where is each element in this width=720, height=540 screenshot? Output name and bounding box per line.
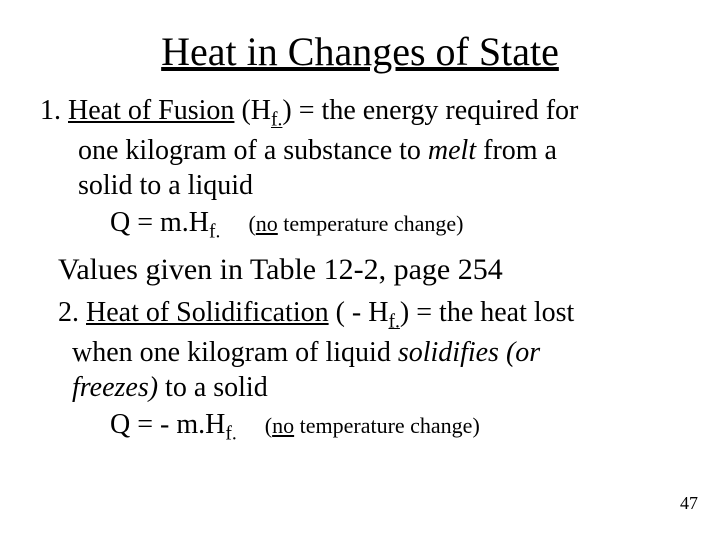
item-2-ital2: freezes)	[72, 372, 158, 403]
item-2-number: 2.	[58, 297, 86, 328]
slide-title: Heat in Changes of State	[40, 28, 680, 75]
item-1-line-2: one kilogram of a substance to melt from…	[78, 133, 680, 168]
eq1-subscript: f.	[209, 222, 220, 243]
item-1-def-c: from a	[476, 135, 557, 166]
item-1-melt: melt	[428, 135, 476, 166]
values-line: Values given in Table 12-2, page 254	[58, 251, 680, 289]
item-1-def-a: = the energy required for	[299, 95, 579, 126]
item-2-def-b: when one kilogram of liquid	[72, 337, 398, 368]
item-2-ital: solidifies (or	[398, 337, 540, 368]
slide: Heat in Changes of State 1. Heat of Fusi…	[0, 0, 720, 540]
item-1-paren-open: (H	[234, 95, 271, 126]
item-1-line-3: solid to a liquid	[78, 168, 680, 203]
eq1-note-open: (	[248, 211, 255, 236]
item-2-term: Heat of Solidification	[86, 297, 329, 328]
eq2-note-open: (	[265, 413, 272, 438]
item-2-subscript: f.	[388, 311, 399, 332]
equation-1: Q = m.Hf. (no temperature change)	[110, 205, 680, 245]
item-2-line-1: 2. Heat of Solidification ( - Hf.) = the…	[58, 295, 680, 335]
slide-body: 1. Heat of Fusion (Hf.) = the energy req…	[40, 93, 680, 447]
eq2-gap	[237, 409, 265, 440]
page-number: 47	[680, 493, 698, 514]
eq2-subscript: f.	[225, 423, 236, 444]
eq2-lhs: Q = - m.H	[110, 409, 225, 440]
eq2-note: (no temperature change)	[265, 413, 480, 438]
item-1-line-1: 1. Heat of Fusion (Hf.) = the energy req…	[40, 93, 680, 133]
item-2-line-3: freezes) to a solid	[72, 370, 680, 405]
equation-2: Q = - m.Hf. (no temperature change)	[110, 407, 680, 447]
item-1-term: Heat of Fusion	[68, 95, 234, 126]
item-2-paren-open: ( - H	[329, 297, 389, 328]
eq2-note-rest: temperature change)	[294, 413, 480, 438]
item-2-def-c: to a solid	[158, 372, 268, 403]
item-1-def-d: solid to a liquid	[78, 170, 253, 201]
item-1-number: 1.	[40, 95, 68, 126]
item-1-def-b: one kilogram of a substance to	[78, 135, 428, 166]
eq1-lhs: Q = m.H	[110, 207, 209, 238]
item-1-paren-close: )	[282, 95, 298, 126]
item-2-line-2: when one kilogram of liquid solidifies (…	[72, 335, 680, 370]
item-2-def-a: = the heat lost	[416, 297, 574, 328]
eq1-note-rest: temperature change)	[278, 211, 464, 236]
eq1-gap	[220, 207, 248, 238]
eq1-note-under: no	[256, 211, 278, 236]
item-1-subscript: f.	[271, 110, 282, 131]
eq2-note-under: no	[272, 413, 294, 438]
item-2-paren-close: )	[400, 297, 416, 328]
eq1-note: (no temperature change)	[248, 211, 463, 236]
